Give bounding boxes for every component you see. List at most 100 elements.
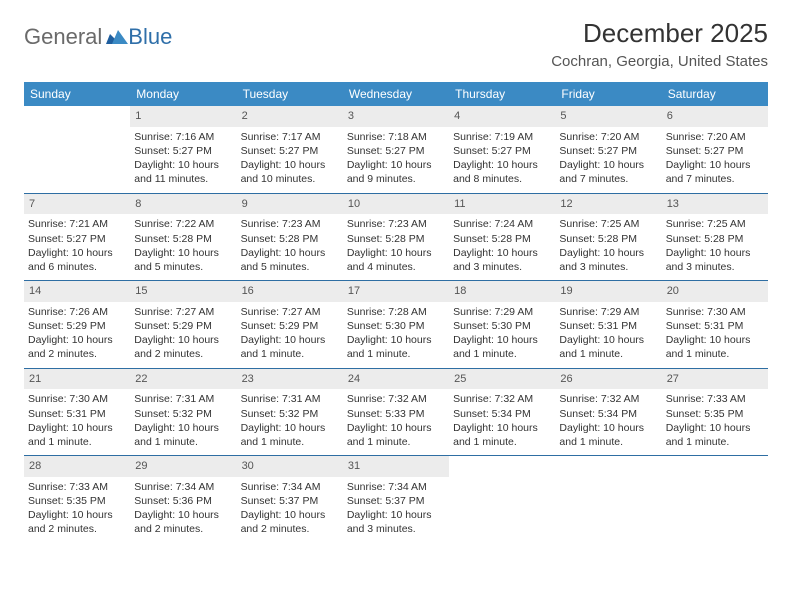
- daylight-text: Daylight: 10 hours: [28, 333, 126, 347]
- logo: General Blue: [24, 18, 172, 50]
- sunrise-text: Sunrise: 7:21 AM: [28, 217, 126, 231]
- sunset-text: Sunset: 5:27 PM: [453, 144, 551, 158]
- sunrise-text: Sunrise: 7:23 AM: [347, 217, 445, 231]
- daylight-text: Daylight: 10 hours: [666, 333, 764, 347]
- sunrise-text: Sunrise: 7:29 AM: [559, 305, 657, 319]
- day-number: 9: [237, 194, 343, 215]
- daylight-text: and 6 minutes.: [28, 260, 126, 274]
- day-cell: 8Sunrise: 7:22 AMSunset: 5:28 PMDaylight…: [130, 194, 236, 281]
- day-cell: [555, 456, 661, 543]
- sunset-text: Sunset: 5:29 PM: [241, 319, 339, 333]
- day-cell: 7Sunrise: 7:21 AMSunset: 5:27 PMDaylight…: [24, 194, 130, 281]
- weekday-label: Sunday: [24, 82, 130, 106]
- sunrise-text: Sunrise: 7:30 AM: [666, 305, 764, 319]
- sunrise-text: Sunrise: 7:20 AM: [666, 130, 764, 144]
- sunset-text: Sunset: 5:33 PM: [347, 407, 445, 421]
- daylight-text: and 1 minute.: [666, 435, 764, 449]
- sunrise-text: Sunrise: 7:32 AM: [559, 392, 657, 406]
- day-number: 19: [555, 281, 661, 302]
- sunrise-text: Sunrise: 7:32 AM: [453, 392, 551, 406]
- weekday-label: Wednesday: [343, 82, 449, 106]
- sunset-text: Sunset: 5:32 PM: [134, 407, 232, 421]
- day-number: 21: [24, 369, 130, 390]
- sunset-text: Sunset: 5:28 PM: [347, 232, 445, 246]
- day-number: 17: [343, 281, 449, 302]
- day-cell: 27Sunrise: 7:33 AMSunset: 5:35 PMDayligh…: [662, 369, 768, 456]
- day-cell: 4 Sunrise: 7:19 AMSunset: 5:27 PMDaylight…: [449, 106, 555, 193]
- daylight-text: Daylight: 10 hours: [666, 246, 764, 260]
- daylight-text: Daylight: 10 hours: [241, 421, 339, 435]
- daylight-text: Daylight: 10 hours: [453, 158, 551, 172]
- sunrise-text: Sunrise: 7:17 AM: [241, 130, 339, 144]
- daylight-text: and 11 minutes.: [134, 172, 232, 186]
- daylight-text: and 1 minute.: [453, 435, 551, 449]
- daylight-text: Daylight: 10 hours: [559, 333, 657, 347]
- day-cell: 30Sunrise: 7:34 AMSunset: 5:37 PMDayligh…: [237, 456, 343, 543]
- day-cell: 5Sunrise: 7:20 AMSunset: 5:27 PMDaylight…: [555, 106, 661, 193]
- day-number: 8: [130, 194, 236, 215]
- day-cell: 25Sunrise: 7:32 AMSunset: 5:34 PMDayligh…: [449, 369, 555, 456]
- day-number: 27: [662, 369, 768, 390]
- daylight-text: and 2 minutes.: [28, 522, 126, 536]
- daylight-text: and 1 minute.: [241, 347, 339, 361]
- day-cell: 13Sunrise: 7:25 AMSunset: 5:28 PMDayligh…: [662, 194, 768, 281]
- week-row: 1Sunrise: 7:16 AMSunset: 5:27 PMDaylight…: [24, 106, 768, 194]
- day-cell: [449, 456, 555, 543]
- day-cell: 18Sunrise: 7:29 AMSunset: 5:30 PMDayligh…: [449, 281, 555, 368]
- calendar: SundayMondayTuesdayWednesdayThursdayFrid…: [24, 82, 768, 543]
- location: Cochran, Georgia, United States: [551, 53, 768, 70]
- sunrise-text: Sunrise: 7:25 AM: [666, 217, 764, 231]
- daylight-text: Daylight: 10 hours: [28, 246, 126, 260]
- daylight-text: Daylight: 10 hours: [453, 421, 551, 435]
- daylight-text: Daylight: 10 hours: [241, 246, 339, 260]
- sunset-text: Sunset: 5:31 PM: [666, 319, 764, 333]
- day-cell: [662, 456, 768, 543]
- daylight-text: and 5 minutes.: [134, 260, 232, 274]
- day-cell: 3Sunrise: 7:18 AMSunset: 5:27 PMDaylight…: [343, 106, 449, 193]
- day-cell: 21Sunrise: 7:30 AMSunset: 5:31 PMDayligh…: [24, 369, 130, 456]
- sunrise-text: Sunrise: 7:27 AM: [134, 305, 232, 319]
- daylight-text: and 1 minute.: [347, 435, 445, 449]
- day-cell: 16Sunrise: 7:27 AMSunset: 5:29 PMDayligh…: [237, 281, 343, 368]
- sunset-text: Sunset: 5:31 PM: [559, 319, 657, 333]
- daylight-text: Daylight: 10 hours: [453, 333, 551, 347]
- sunset-text: Sunset: 5:34 PM: [559, 407, 657, 421]
- daylight-text: and 3 minutes.: [559, 260, 657, 274]
- sunset-text: Sunset: 5:29 PM: [134, 319, 232, 333]
- day-number: 28: [24, 456, 130, 477]
- logo-word1: General: [24, 24, 102, 50]
- day-number: 4: [449, 106, 555, 127]
- day-cell: 19 Sunrise: 7:29 AMSunset: 5:31 PMDayligh…: [555, 281, 661, 368]
- sunset-text: Sunset: 5:27 PM: [559, 144, 657, 158]
- day-number: 18: [449, 281, 555, 302]
- daylight-text: Daylight: 10 hours: [559, 158, 657, 172]
- header: General Blue December 2025 Cochran, Geor…: [24, 18, 768, 70]
- sunset-text: Sunset: 5:36 PM: [134, 494, 232, 508]
- title-block: December 2025 Cochran, Georgia, United S…: [551, 18, 768, 70]
- sunrise-text: Sunrise: 7:18 AM: [347, 130, 445, 144]
- day-cell: [24, 106, 130, 193]
- sunset-text: Sunset: 5:28 PM: [559, 232, 657, 246]
- day-number: 11: [449, 194, 555, 215]
- day-cell: 20Sunrise: 7:30 AMSunset: 5:31 PMDayligh…: [662, 281, 768, 368]
- week-row: 28Sunrise: 7:33 AMSunset: 5:35 PMDayligh…: [24, 456, 768, 543]
- day-cell: 11Sunrise: 7:24 AMSunset: 5:28 PMDayligh…: [449, 194, 555, 281]
- sunset-text: Sunset: 5:32 PM: [241, 407, 339, 421]
- daylight-text: Daylight: 10 hours: [559, 421, 657, 435]
- day-cell: 9Sunrise: 7:23 AMSunset: 5:28 PMDaylight…: [237, 194, 343, 281]
- sunset-text: Sunset: 5:30 PM: [453, 319, 551, 333]
- daylight-text: Daylight: 10 hours: [134, 246, 232, 260]
- sunrise-text: Sunrise: 7:26 AM: [28, 305, 126, 319]
- daylight-text: and 2 minutes.: [134, 522, 232, 536]
- day-number: 15: [130, 281, 236, 302]
- sunset-text: Sunset: 5:37 PM: [347, 494, 445, 508]
- sunrise-text: Sunrise: 7:19 AM: [453, 130, 551, 144]
- sunset-text: Sunset: 5:37 PM: [241, 494, 339, 508]
- sunrise-text: Sunrise: 7:23 AM: [241, 217, 339, 231]
- weeks-container: 1Sunrise: 7:16 AMSunset: 5:27 PMDaylight…: [24, 106, 768, 543]
- daylight-text: Daylight: 10 hours: [28, 421, 126, 435]
- day-number: 22: [130, 369, 236, 390]
- day-number: 7: [24, 194, 130, 215]
- daylight-text: and 10 minutes.: [241, 172, 339, 186]
- daylight-text: Daylight: 10 hours: [453, 246, 551, 260]
